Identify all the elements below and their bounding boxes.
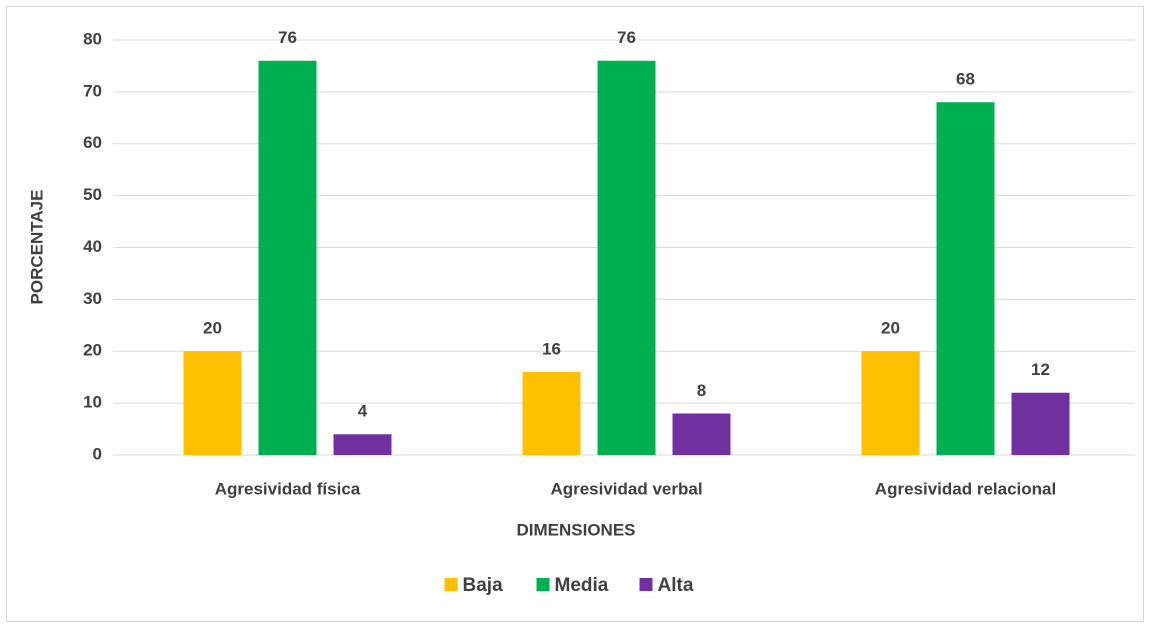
legend-label: Alta: [658, 575, 694, 596]
data-label: 76: [278, 28, 297, 47]
x-tick-label: Agresividad relacional: [875, 479, 1056, 498]
legend-swatch: [444, 578, 458, 591]
bar: [1011, 392, 1070, 455]
bar: [936, 102, 995, 455]
bar: [183, 351, 242, 455]
y-tick-label: 70: [83, 81, 102, 100]
data-label: 12: [1031, 360, 1050, 379]
y-tick-label: 30: [83, 289, 102, 308]
bar: [597, 60, 656, 455]
y-tick-label: 0: [93, 444, 102, 463]
legend-swatch: [639, 578, 653, 591]
y-axis-label: PORCENTAJE: [27, 190, 46, 305]
y-tick-label: 40: [83, 237, 102, 256]
x-tick-label: Agresividad verbal: [550, 479, 702, 498]
y-tick-label: 20: [83, 341, 102, 360]
data-label: 68: [956, 70, 975, 89]
y-tick-label: 50: [83, 185, 102, 204]
bar: [861, 351, 920, 455]
data-label: 4: [358, 402, 368, 421]
y-tick-label: 10: [83, 393, 102, 412]
legend-swatch: [536, 578, 550, 591]
data-label: 20: [203, 319, 222, 338]
y-tick-label: 60: [83, 133, 102, 152]
data-label: 76: [617, 28, 636, 47]
data-label: 8: [697, 381, 706, 400]
bar: [258, 60, 317, 455]
data-label: 16: [542, 339, 561, 358]
bar: [672, 413, 731, 455]
x-tick-label: Agresividad física: [215, 479, 361, 498]
legend-label: Media: [555, 575, 609, 596]
bar: [522, 372, 581, 455]
legend-label: Baja: [463, 575, 504, 596]
data-label: 20: [881, 319, 900, 338]
x-axis-label: DIMENSIONES: [516, 520, 635, 539]
y-tick-label: 80: [83, 29, 102, 48]
bar: [333, 434, 392, 455]
